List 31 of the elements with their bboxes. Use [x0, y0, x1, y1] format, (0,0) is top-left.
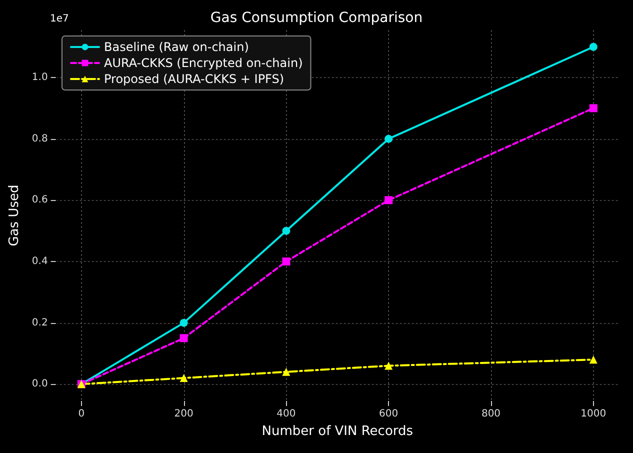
y-axis-title: Gas Used	[7, 184, 22, 246]
legend-label: Proposed (AURA-CKKS + IPFS)	[104, 72, 284, 86]
point	[589, 104, 598, 112]
y-tick-label: 0.2	[32, 317, 48, 328]
point	[384, 134, 393, 143]
point	[589, 356, 598, 364]
y-tick-label: 0.6	[32, 194, 48, 206]
chart-title: Gas Consumption Comparison	[210, 10, 423, 26]
y-tick-label: 0.0	[32, 378, 48, 390]
x-tick-label: 0	[78, 408, 85, 420]
point	[384, 362, 393, 370]
point	[180, 374, 188, 382]
x-tick-label: 800	[481, 408, 501, 420]
text: 1e7	[50, 14, 69, 24]
legend-label: Baseline (Raw on-chain)	[104, 40, 249, 54]
point	[282, 368, 290, 376]
point	[180, 334, 188, 342]
x-tick-label: 600	[379, 408, 398, 420]
point	[282, 226, 290, 235]
x-tick-label: 1000	[580, 408, 606, 420]
point	[589, 42, 598, 51]
point	[384, 196, 393, 204]
y-tick-label: 0.8	[32, 133, 48, 144]
x-tick-label: 400	[276, 408, 296, 420]
y-tick-label: 0.4	[32, 256, 48, 267]
y-tick-label: 1.0	[32, 72, 48, 84]
x-tick-label: 200	[174, 408, 194, 420]
x-axis-title: Number of VIN Records	[262, 424, 414, 439]
point	[180, 318, 188, 327]
point	[282, 257, 290, 266]
legend-label: AURA-CKKS (Encrypted on-chain)	[104, 56, 303, 70]
